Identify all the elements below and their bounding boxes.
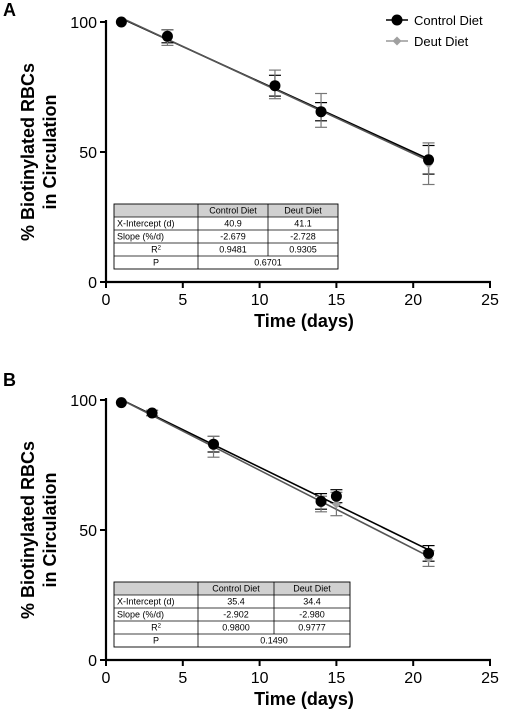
y-tick-label: 50 [79,145,97,162]
data-point-control [208,438,220,450]
table-header-cell: Control Diet [212,584,260,594]
data-point-control [146,407,158,419]
table-cell: 0.9305 [289,245,317,255]
stats-table: Control Diet Deut Diet X-Intercept (d) 40.9… [113,203,339,270]
stats-table: Control Diet Deut Diet X-Intercept (d) 35.4… [113,581,351,648]
table-cell: 40.9 [224,219,242,229]
data-point-control [161,30,173,42]
table-header-bg [114,204,198,217]
legend-marker-control [391,14,403,26]
x-axis-title: Time (days) [254,689,354,709]
table-row-label: Slope (%/d) [117,232,164,242]
y-tick-label: 0 [88,275,97,292]
table-header-cell: Control Diet [209,206,257,216]
x-tick-label: 0 [102,292,111,309]
x-tick-label: 25 [481,670,499,687]
legend: Control Diet Deut Diet [386,13,483,49]
fit-line-deut [120,399,429,557]
table-cell: 35.4 [227,597,245,607]
table-cell: -2.728 [290,232,316,242]
x-tick-label: 15 [328,292,346,309]
data-point-deut [331,499,341,509]
table-border [113,581,351,648]
legend-marker-deut [392,36,402,46]
legend-label-control: Control Diet [414,13,483,28]
chart-panel-a: A 0 50 100 0 5 10 15 20 25 Time (days) % Biotinylat… [3,0,499,331]
data-point-control [423,547,435,559]
y-axis-title-line2: in Circulation [40,94,60,209]
x-tick-label: 20 [404,670,422,687]
table-cell: 41.1 [294,219,312,229]
panel-letter: A [3,0,16,20]
table-header-cell: Deut Diet [293,584,331,594]
y-tick-label: 100 [70,15,97,32]
data-point-control [330,490,342,502]
table-cell: -2.902 [223,610,249,620]
data-point-control [315,495,327,507]
table-cell: 34.4 [303,597,321,607]
y-axis-title-line1: % Biotinylated RBCs [18,441,38,619]
x-axis-title: Time (days) [254,311,354,331]
x-tick-label: 25 [481,292,499,309]
y-tick-label: 50 [79,523,97,540]
table-row-label: R2 [151,623,162,633]
data-point-control [423,154,435,166]
table-row-label: X-Intercept (d) [117,219,175,229]
table-row-label: P [153,636,159,646]
table-border [113,203,339,270]
fit-line-control [121,398,429,551]
table-cell: 0.9481 [219,245,247,255]
y-tick-label: 100 [70,393,97,410]
table-header-cell: Deut Diet [284,206,322,216]
x-tick-label: 5 [178,670,187,687]
table-cell: -2.980 [299,610,325,620]
legend-label-deut: Deut Diet [414,34,469,49]
table-row-label: P [153,258,159,268]
y-axis-title-line2: in Circulation [40,472,60,587]
table-cell: 0.9777 [298,623,326,633]
chart-panel-b: B 0 50 100 0 5 10 15 20 25 Time (days) % Biotinylat… [3,370,499,709]
panel-letter: B [3,370,16,390]
y-axis-title-line1: % Biotinylated RBCs [18,63,38,241]
data-point-control [269,80,281,92]
table-row-label: Slope (%/d) [117,610,164,620]
x-tick-label: 10 [251,670,269,687]
data-point-control [115,16,127,28]
x-tick-label: 20 [404,292,422,309]
y-tick-label: 0 [88,653,97,670]
table-row-label: R2 [151,245,162,255]
table-cell-p-value: 0.1490 [260,636,288,646]
data-point-control [315,106,327,118]
table-header-bg [114,582,198,595]
x-tick-label: 0 [102,670,111,687]
table-row-label: X-Intercept (d) [117,597,175,607]
x-tick-label: 5 [178,292,187,309]
x-tick-label: 15 [328,670,346,687]
table-cell: 0.9800 [222,623,250,633]
table-cell: -2.679 [220,232,246,242]
data-point-control [115,397,127,409]
x-tick-label: 10 [251,292,269,309]
table-cell-p-value: 0.6701 [254,258,282,268]
